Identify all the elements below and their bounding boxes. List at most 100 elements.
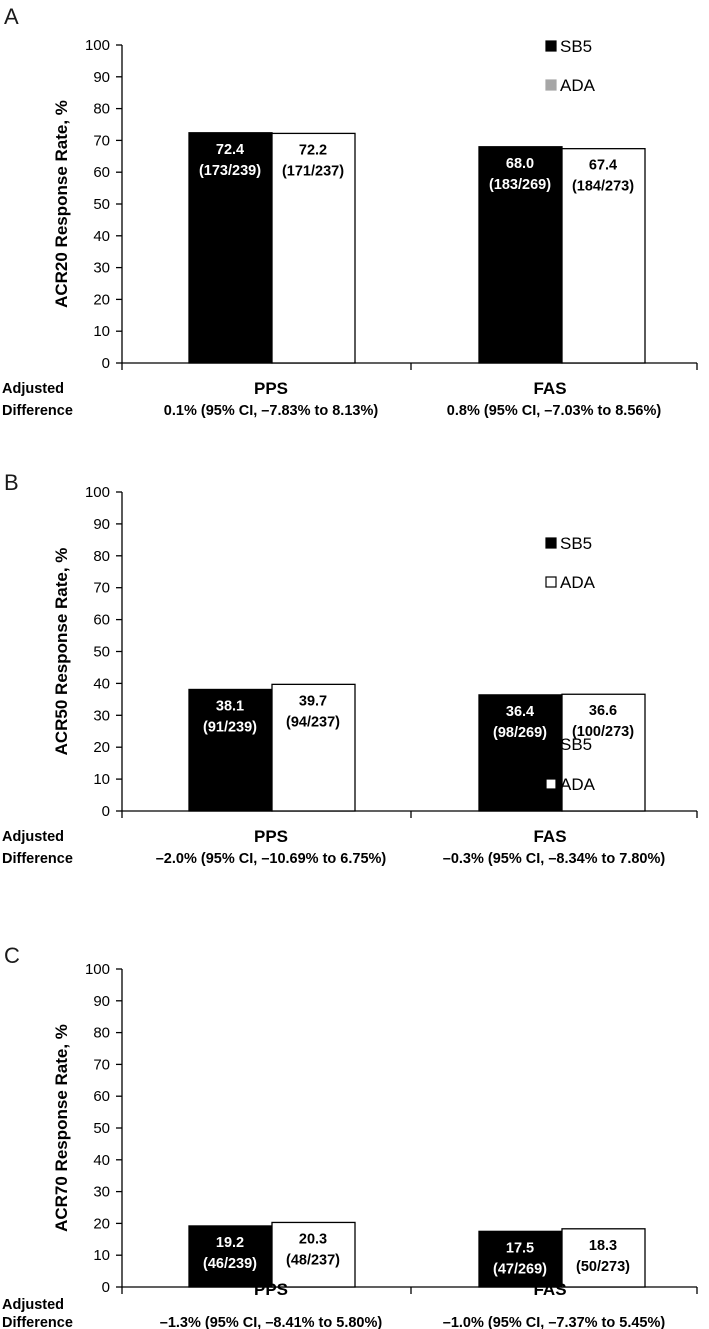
adjusted-label: Adjusted bbox=[2, 381, 64, 397]
y-tick-label: 100 bbox=[85, 484, 110, 501]
y-tick-label: 50 bbox=[93, 1120, 110, 1137]
y-tick-label: 0 bbox=[102, 355, 110, 372]
y-tick-label: 40 bbox=[93, 228, 110, 245]
bar-count-label: (47/269) bbox=[493, 1261, 547, 1277]
category-label-fas: FAS bbox=[533, 827, 566, 846]
category-label-fas: FAS bbox=[533, 379, 566, 398]
adjusted-difference-fas: –0.3% (95% CI, –8.34% to 7.80%) bbox=[443, 851, 666, 867]
legend-swatch-sb5 bbox=[545, 40, 557, 52]
legend-swatch-sb5 bbox=[545, 738, 557, 750]
y-tick-label: 0 bbox=[102, 803, 110, 820]
difference-label: Difference bbox=[2, 1315, 73, 1329]
bar-count-label: (171/237) bbox=[282, 163, 344, 179]
bar-sb5-pps bbox=[188, 1225, 273, 1288]
y-axis-title: ACR70 Response Rate, % bbox=[52, 1024, 71, 1232]
legend-label-ada: ADA bbox=[560, 573, 596, 592]
panel-letter: B bbox=[4, 470, 19, 495]
y-axis-title: ACR50 Response Rate, % bbox=[52, 548, 71, 756]
bar-value-label: 68.0 bbox=[506, 156, 534, 172]
bar-value-label: 19.2 bbox=[216, 1235, 244, 1251]
bar-ada-fas bbox=[561, 1228, 646, 1288]
y-tick-label: 40 bbox=[93, 1152, 110, 1169]
adjusted-label: Adjusted bbox=[2, 829, 64, 845]
legend-swatch-ada bbox=[545, 576, 557, 588]
panel-letter: C bbox=[4, 943, 20, 968]
bar-value-label: 36.6 bbox=[589, 703, 617, 719]
y-tick-label: 100 bbox=[85, 961, 110, 978]
y-tick-label: 20 bbox=[93, 739, 110, 756]
y-axis-title: ACR20 Response Rate, % bbox=[52, 100, 71, 308]
y-tick-label: 50 bbox=[93, 196, 110, 213]
difference-label: Difference bbox=[2, 403, 73, 419]
y-tick-label: 60 bbox=[93, 164, 110, 181]
legend-label-ada: ADA bbox=[560, 76, 596, 95]
legend-swatch-sb5 bbox=[545, 537, 557, 549]
bar-value-label: 17.5 bbox=[506, 1240, 534, 1256]
bar-ada-fas bbox=[561, 693, 646, 812]
y-tick-label: 10 bbox=[93, 323, 110, 340]
adjusted-difference-pps: –1.3% (95% CI, –8.41% to 5.80%) bbox=[160, 1315, 383, 1329]
bar-sb5-fas bbox=[478, 146, 563, 364]
bar-count-label: (173/239) bbox=[199, 163, 261, 179]
bar-value-label: 20.3 bbox=[299, 1231, 327, 1247]
legend-label-sb5: SB5 bbox=[560, 735, 592, 754]
bar-count-label: (50/273) bbox=[576, 1259, 630, 1275]
bar-sb5-fas bbox=[478, 1230, 563, 1288]
y-tick-label: 20 bbox=[93, 291, 110, 308]
y-tick-label: 80 bbox=[93, 548, 110, 565]
y-tick-label: 90 bbox=[93, 993, 110, 1010]
chart-panel-b: B 0 10 20 30 40 50 60 70 80 90 100 ACR50 Response Ra… bbox=[2, 470, 698, 867]
legend-label-sb5: SB5 bbox=[560, 534, 592, 553]
bar-sb5-pps bbox=[188, 688, 273, 812]
chart-panel-a: A 0 10 20 30 40 50 60 70 80 90 100 ACR20 Response Ra… bbox=[2, 4, 698, 419]
y-tick-label: 100 bbox=[85, 37, 110, 54]
bar-value-label: 72.2 bbox=[299, 142, 327, 158]
bar-count-label: (184/273) bbox=[572, 179, 634, 195]
adjusted-difference-fas: –1.0% (95% CI, –7.37% to 5.45%) bbox=[443, 1315, 666, 1329]
bar-count-label: (48/237) bbox=[286, 1252, 340, 1268]
bar-ada-pps bbox=[271, 1221, 356, 1288]
y-tick-label: 90 bbox=[93, 516, 110, 533]
adjusted-difference-pps: –2.0% (95% CI, –10.69% to 6.75%) bbox=[156, 851, 387, 867]
legend-label-sb5: SB5 bbox=[560, 37, 592, 56]
y-tick-label: 60 bbox=[93, 612, 110, 629]
y-tick-label: 30 bbox=[93, 260, 110, 277]
bar-ada-pps bbox=[271, 683, 356, 812]
legend-swatch-ada bbox=[545, 79, 557, 91]
panel-letter: A bbox=[4, 4, 19, 29]
bar-value-label: 38.1 bbox=[216, 698, 244, 714]
y-tick-label: 80 bbox=[93, 1025, 110, 1042]
y-tick-label: 10 bbox=[93, 771, 110, 788]
bar-count-label: (46/239) bbox=[203, 1256, 257, 1272]
bar-count-label: (94/237) bbox=[286, 714, 340, 730]
y-tick-label: 80 bbox=[93, 101, 110, 118]
adjusted-difference-fas: 0.8% (95% CI, –7.03% to 8.56%) bbox=[447, 403, 662, 419]
bar-value-label: 72.4 bbox=[216, 142, 244, 158]
adjusted-difference-pps: 0.1% (95% CI, –7.83% to 8.13%) bbox=[164, 403, 379, 419]
bar-count-label: (183/269) bbox=[489, 177, 551, 193]
adjusted-label: Adjusted bbox=[2, 1297, 64, 1313]
y-tick-label: 40 bbox=[93, 675, 110, 692]
bar-value-label: 36.4 bbox=[506, 704, 534, 720]
legend-swatch-ada bbox=[545, 778, 557, 790]
y-tick-label: 70 bbox=[93, 580, 110, 597]
bar-count-label: (100/273) bbox=[572, 724, 634, 740]
bar-sb5-fas bbox=[478, 694, 563, 812]
y-tick-label: 30 bbox=[93, 707, 110, 724]
difference-label: Difference bbox=[2, 851, 73, 867]
bar-ada-pps bbox=[271, 132, 356, 364]
bar-ada-fas bbox=[561, 148, 646, 364]
bar-count-label: (98/269) bbox=[493, 725, 547, 741]
bar-count-label: (91/239) bbox=[203, 719, 257, 735]
bar-value-label: 18.3 bbox=[589, 1238, 617, 1254]
bar-value-label: 67.4 bbox=[589, 158, 617, 174]
y-tick-label: 50 bbox=[93, 644, 110, 661]
bar-sb5-pps bbox=[188, 132, 273, 364]
y-tick-label: 30 bbox=[93, 1184, 110, 1201]
y-tick-label: 60 bbox=[93, 1088, 110, 1105]
category-label-pps: PPS bbox=[254, 827, 288, 846]
category-label-pps: PPS bbox=[254, 1280, 288, 1299]
category-label-fas: FAS bbox=[533, 1280, 566, 1299]
